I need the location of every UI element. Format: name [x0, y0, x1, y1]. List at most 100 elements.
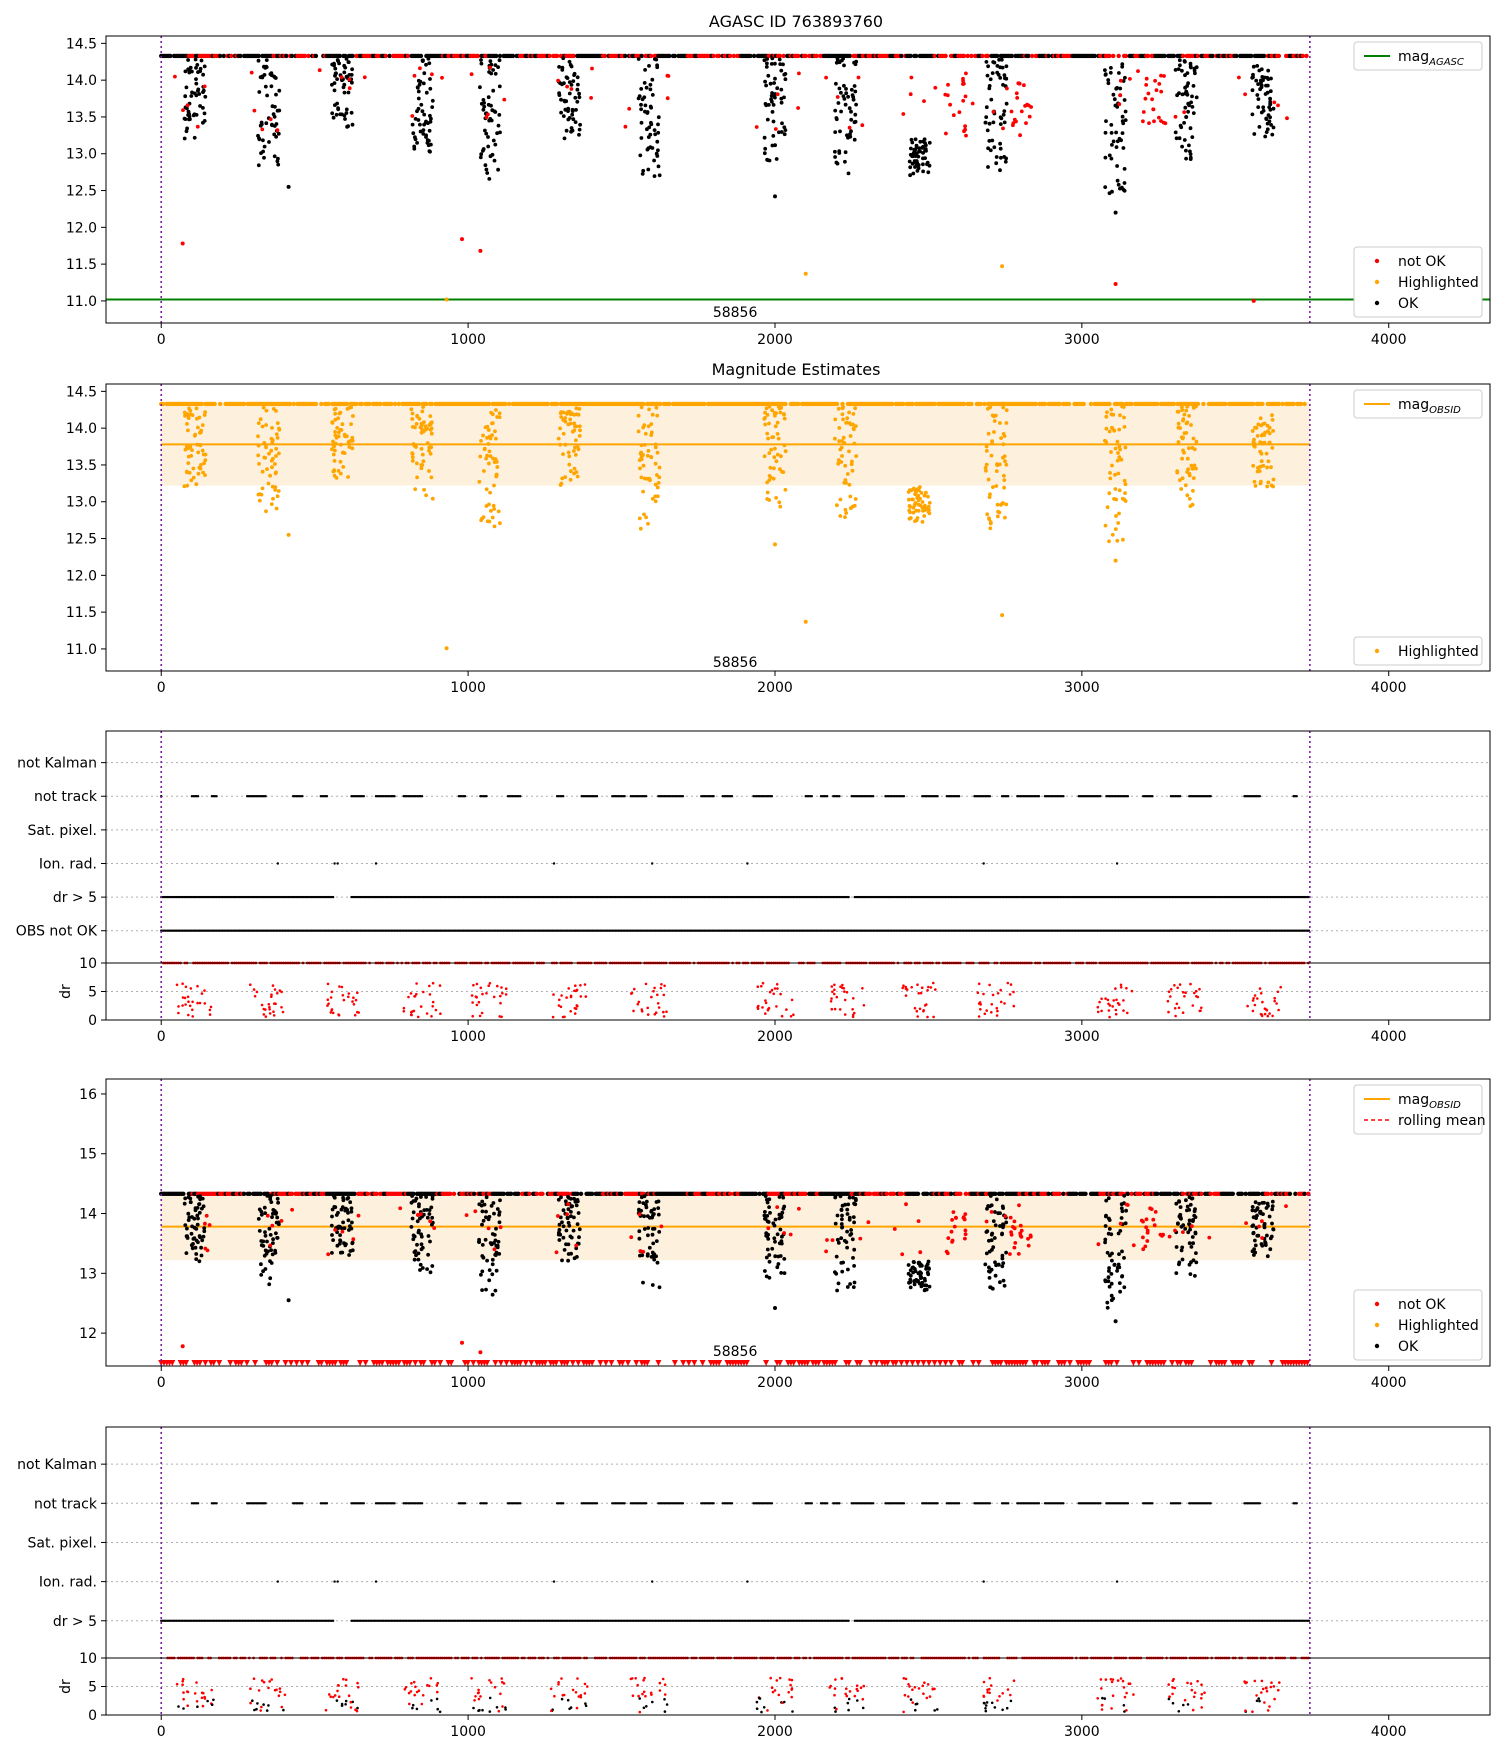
panel1-data-point — [901, 112, 906, 116]
panel2-data-point — [424, 493, 428, 498]
panel1-data-point — [963, 127, 967, 132]
panel3-data-point — [988, 795, 991, 798]
panel2-data-point — [559, 481, 564, 486]
panel1-data-point — [1259, 83, 1264, 88]
panel1-data-point — [781, 53, 786, 59]
panel1-data-point — [430, 72, 434, 77]
panel1-data-point — [638, 153, 643, 158]
panel2-data-point — [1104, 440, 1109, 444]
panel1-data-point — [1178, 123, 1183, 128]
panel1-legend-label: not OK — [1398, 254, 1446, 270]
panel1-xtick-label: 0 — [157, 332, 166, 348]
panel2-data-point — [1263, 430, 1267, 435]
panel2-data-point — [653, 499, 658, 504]
panel1-data-point — [347, 86, 352, 91]
panel2-data-point — [183, 413, 187, 418]
panel1-data-point — [636, 57, 641, 61]
panel2-data-point — [639, 405, 644, 410]
panel1-data-point — [1120, 62, 1125, 66]
panel1-data-point — [957, 110, 962, 115]
panel2-data-point — [1117, 427, 1122, 432]
panel1-data-point — [995, 64, 1000, 68]
panel2-data-point — [1181, 417, 1186, 421]
panel1-data-point — [561, 56, 566, 61]
panel1-data-point — [571, 79, 576, 83]
panel2-data-point — [778, 467, 782, 472]
panel2-data-point — [836, 406, 841, 411]
panel2-data-point — [636, 429, 641, 434]
panel2-data-point — [410, 411, 415, 416]
panel2-data-point — [1104, 426, 1109, 431]
panel1-data-point — [834, 81, 838, 86]
panel2-data-point — [1002, 454, 1007, 459]
panel1-data-point — [1120, 131, 1125, 136]
panel2-data-point — [839, 445, 844, 450]
panel1-data-point — [1145, 53, 1151, 59]
panel2-data-point — [257, 462, 261, 466]
panel1-data-point — [991, 120, 996, 125]
panel2-data-point — [984, 462, 989, 467]
panel1-data-point — [781, 62, 785, 67]
panel2-data-point — [763, 422, 768, 427]
panel1-data-point — [569, 87, 574, 91]
panel2-data-point — [984, 444, 989, 449]
panel1-data-point — [195, 124, 200, 129]
panel1-data-point — [498, 130, 502, 135]
panel2-data-point — [1185, 420, 1190, 425]
panel2-data-point — [646, 449, 651, 453]
panel1-data-point — [1180, 92, 1185, 97]
panel2-data-point — [1117, 511, 1121, 516]
panel2-data-point — [923, 503, 927, 508]
panel1-data-point — [1210, 53, 1215, 59]
panel2-data-point — [1270, 446, 1275, 450]
panel3-data-point — [1258, 795, 1262, 798]
panel1-data-point — [562, 81, 566, 86]
panel2-data-point — [1113, 472, 1117, 477]
panel2-data-point — [994, 469, 999, 473]
panel1-data-point — [1186, 109, 1190, 114]
panel2-data-point — [803, 619, 808, 624]
panel1-data-point — [1002, 73, 1007, 77]
panel2-data-point — [427, 469, 431, 473]
panel1-data-point — [1004, 156, 1008, 161]
panel2-data-point — [913, 492, 917, 497]
panel2-data-point — [348, 439, 353, 443]
panel2-data-point — [637, 516, 642, 521]
panel1-data-point — [478, 248, 483, 253]
panel2-data-point — [484, 487, 489, 492]
panel2-data-point — [263, 443, 268, 447]
panel1-data-point — [647, 125, 652, 130]
panel1-data-point — [1271, 106, 1276, 111]
panel2-data-point — [275, 436, 280, 440]
panel1-data-point — [1046, 53, 1051, 59]
panel2-data-point — [851, 412, 856, 416]
panel2-data-point — [646, 424, 651, 429]
panel1-data-point — [183, 94, 188, 99]
panel2-data-point — [1258, 416, 1263, 421]
panel1-data-point — [767, 158, 772, 163]
panel1-data-point — [766, 73, 771, 78]
panel1-data-point — [567, 80, 572, 84]
panel1-data-point — [1191, 84, 1196, 88]
panel1-data-point — [771, 103, 776, 107]
panel1-data-point — [197, 92, 202, 96]
panel2-data-point — [275, 421, 280, 425]
panel1-data-point — [764, 83, 768, 88]
panel1-data-point — [773, 127, 778, 131]
panel2-data-point — [497, 411, 502, 416]
panel1-data-point — [183, 69, 188, 74]
panel1-data-point — [921, 162, 925, 167]
panel1-data-point — [650, 77, 655, 82]
panel2-data-point — [997, 510, 1002, 515]
panel1-data-point — [334, 112, 339, 117]
panel1-data-point — [419, 102, 424, 107]
panel1-data-point — [1263, 134, 1268, 139]
panel1-data-point — [486, 135, 490, 139]
panel2-data-point — [1103, 523, 1108, 528]
panel1-data-point — [1171, 53, 1177, 59]
panel1-data-point — [1194, 95, 1199, 100]
panel2-data-point — [840, 439, 844, 443]
panel2-data-point — [347, 445, 352, 449]
panel2-data-point — [1302, 401, 1307, 407]
panel1-data-point — [998, 115, 1003, 120]
